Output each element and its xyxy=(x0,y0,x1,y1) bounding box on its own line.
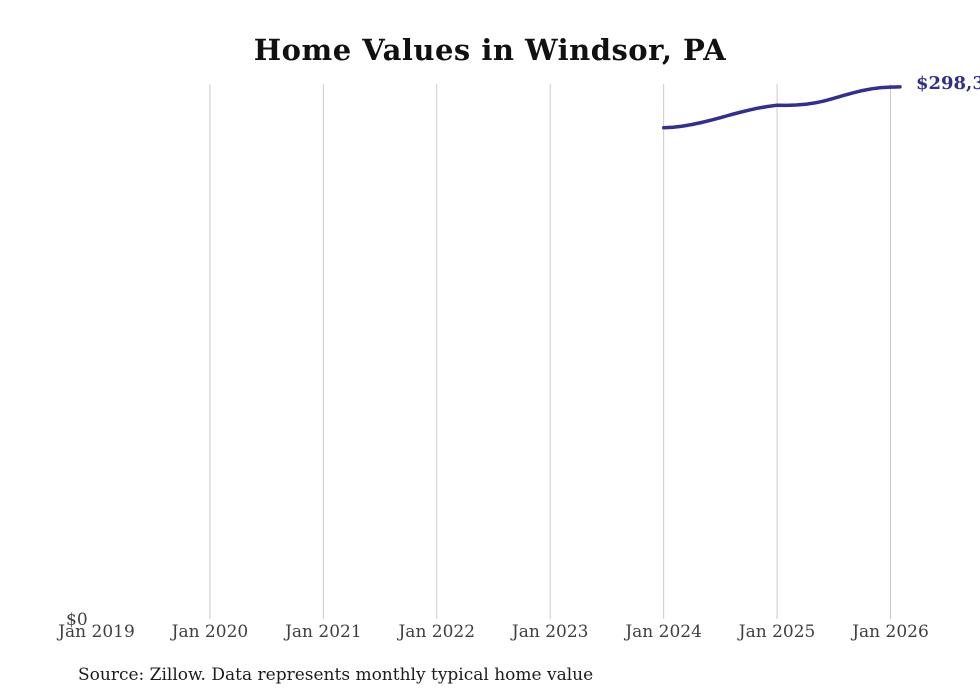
x-tick-label: Jan 2025 xyxy=(738,622,816,642)
x-tick-label: Jan 2020 xyxy=(171,622,249,642)
x-tick-label: Jan 2023 xyxy=(511,622,589,642)
source-note: Source: Zillow. Data represents monthly … xyxy=(78,665,594,685)
x-tick-label: Jan 2021 xyxy=(285,622,362,642)
home-value-line-series xyxy=(661,85,902,130)
x-tick-label: Jan 2024 xyxy=(625,622,702,642)
chart-title: Home Values in Windsor, PA xyxy=(253,33,727,67)
latest-value-label: $298,388 xyxy=(915,72,980,94)
x-tick-label: Jan 2026 xyxy=(852,622,929,642)
x-tick-label: Jan 2019 xyxy=(58,622,135,642)
x-tick-label: Jan 2022 xyxy=(398,622,476,642)
y-axis-zero-label: $0 xyxy=(66,610,88,630)
